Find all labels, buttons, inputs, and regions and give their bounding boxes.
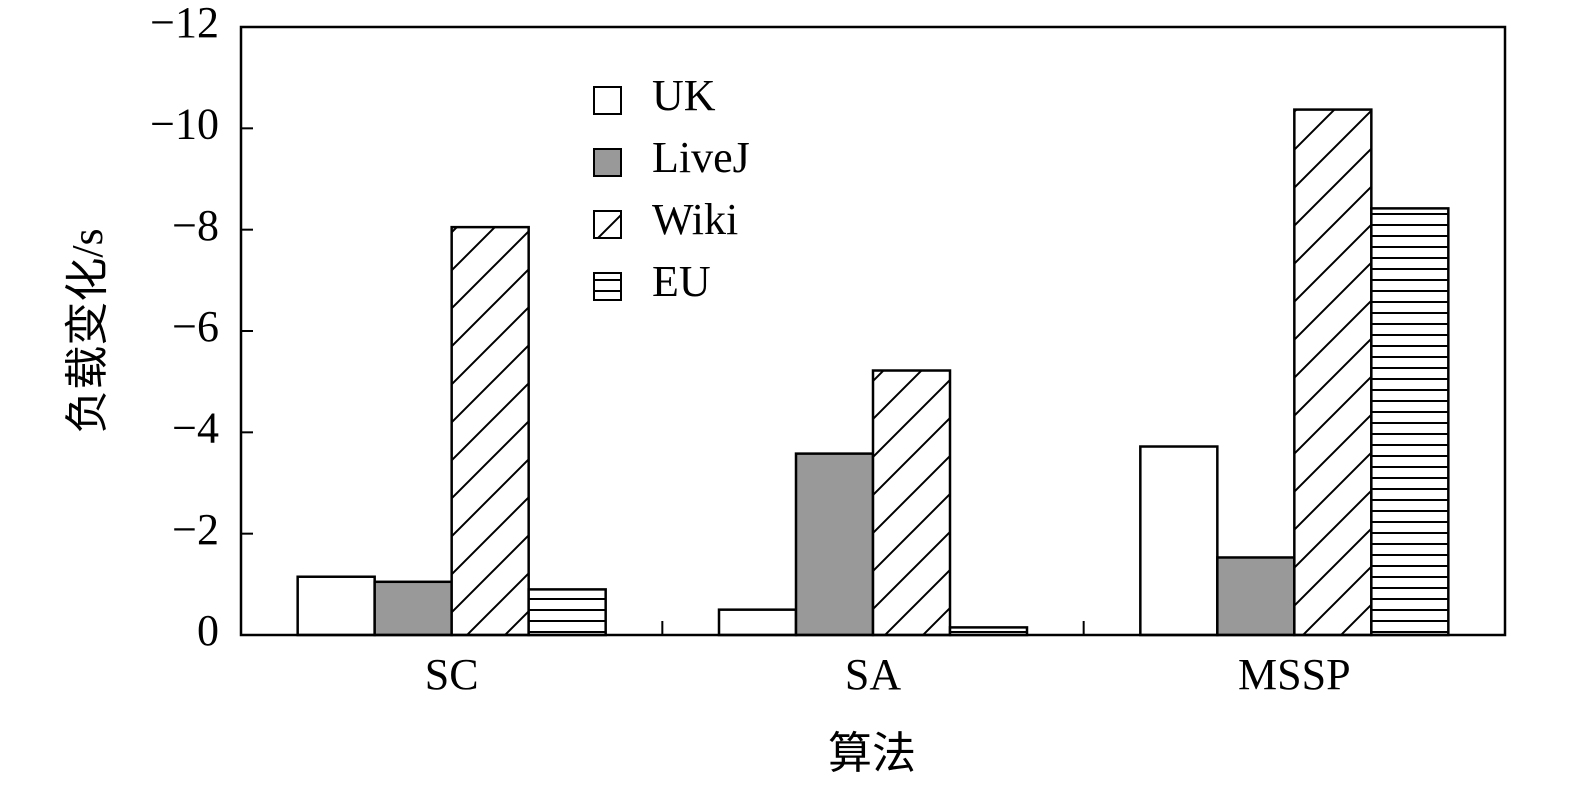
legend-label: UK	[652, 71, 716, 120]
plot-frame	[239, 25, 1507, 637]
bar	[1139, 445, 1219, 637]
x-tick-label: MSSP	[1238, 650, 1351, 699]
bar	[373, 580, 453, 637]
legend-swatch	[593, 86, 622, 115]
y-tick-label: 0	[197, 606, 219, 655]
y-tick-label: −8	[172, 201, 219, 250]
bar	[871, 369, 952, 637]
y-tick-label: −10	[150, 99, 219, 148]
y-tick-label: −6	[172, 302, 219, 351]
y-tick-label: −4	[172, 403, 219, 452]
legend-swatch	[593, 210, 622, 239]
bar	[717, 608, 798, 637]
bar	[794, 452, 875, 637]
x-axis-label: 算法	[828, 729, 916, 778]
bar	[1216, 556, 1296, 637]
y-tick-label: −2	[172, 505, 219, 554]
legend-label: LiveJ	[652, 133, 750, 182]
y-axis-label: 负载变化/s	[63, 228, 112, 433]
legend-swatch	[593, 272, 622, 301]
x-tick-label: SA	[845, 650, 901, 699]
legend-label: EU	[652, 257, 711, 306]
legend-swatch	[593, 148, 622, 177]
bar	[1370, 207, 1450, 637]
bar	[527, 588, 607, 637]
bar	[450, 225, 530, 637]
y-tick-label: −12	[150, 0, 219, 47]
bar	[1293, 108, 1373, 637]
bar	[296, 575, 376, 637]
legend-label: Wiki	[652, 195, 738, 244]
x-tick-label: SC	[425, 650, 479, 699]
